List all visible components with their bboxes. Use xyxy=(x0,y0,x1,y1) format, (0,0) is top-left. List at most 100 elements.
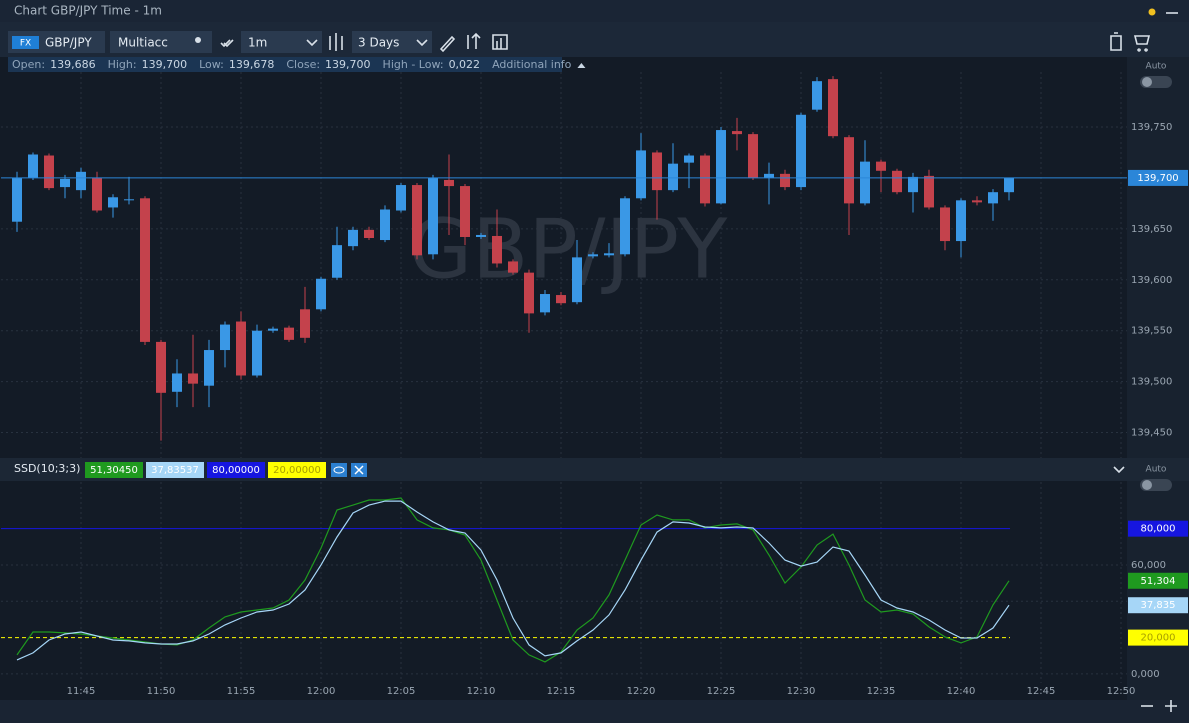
candle-body xyxy=(476,234,486,237)
candle-body xyxy=(380,209,390,241)
additional-info[interactable]: Additional info xyxy=(492,58,572,71)
timeframe-box[interactable] xyxy=(241,31,322,53)
indicator-line xyxy=(16,500,1010,661)
candle-body xyxy=(748,134,758,178)
scale-mode-label: Auto xyxy=(1146,62,1167,72)
info-value: 139,686 xyxy=(50,58,96,71)
candle-body xyxy=(28,154,38,178)
indicator-header-value: 20,00000 xyxy=(273,465,321,476)
candle-body xyxy=(732,131,742,135)
market-label: FX xyxy=(20,39,31,49)
x-tick-label: 12:20 xyxy=(627,686,656,697)
y-tick-label: 139,450 xyxy=(1131,428,1172,439)
candle-body xyxy=(188,373,198,384)
draw-icon[interactable] xyxy=(439,35,456,53)
series-axis-label-bg xyxy=(1128,572,1188,589)
candle-body xyxy=(924,175,934,208)
candle-body xyxy=(268,328,278,331)
x-tick-label: 12:50 xyxy=(1107,686,1136,697)
candle-body xyxy=(828,79,838,137)
candle-body xyxy=(716,130,726,204)
candle-body xyxy=(332,245,342,278)
collapse-button[interactable] xyxy=(1113,466,1125,474)
candle-body xyxy=(460,186,470,237)
indicator-header-value-bg xyxy=(85,462,143,478)
candle-body xyxy=(988,192,998,204)
candle-body xyxy=(508,261,518,273)
plot-group: 11:45 11:50 11:55 12:00 12:05 12:10 12:15 12:20… xyxy=(1,62,1188,697)
scale-toggle-knob xyxy=(1142,480,1152,490)
candle-body xyxy=(492,235,502,264)
candle-body xyxy=(892,170,902,193)
x-tick-label: 11:55 xyxy=(227,686,256,697)
range-box[interactable] xyxy=(352,31,432,53)
candle-body xyxy=(172,373,182,392)
x-tick-label: 11:45 xyxy=(67,686,96,697)
account-icon xyxy=(195,37,201,43)
candle-body xyxy=(620,198,630,255)
account-label: Multiacc xyxy=(118,36,168,50)
candle-body xyxy=(252,330,262,376)
candle-body xyxy=(556,295,566,304)
account-box[interactable] xyxy=(110,31,212,53)
timeframe-dropdown[interactable] xyxy=(306,39,318,47)
info-label: High - Low: xyxy=(383,58,444,71)
candles-icon[interactable] xyxy=(329,33,343,51)
chart-type-icon[interactable] xyxy=(220,39,234,48)
candle-body xyxy=(300,309,310,338)
candle-body xyxy=(940,207,950,242)
candle-body xyxy=(972,200,982,203)
series-axis-label: 37,835 xyxy=(1141,600,1176,611)
info-value: 0,022 xyxy=(449,58,481,71)
tools-icon[interactable] xyxy=(467,32,481,49)
visibility-button[interactable] xyxy=(331,463,347,477)
info-label: Low: xyxy=(199,58,224,71)
studies-icon[interactable] xyxy=(492,34,508,50)
candle-body xyxy=(652,152,662,191)
visibility-icon xyxy=(333,466,345,474)
candle-body xyxy=(780,173,790,188)
candle-body xyxy=(108,197,118,208)
candle-body xyxy=(668,163,678,191)
candle-body xyxy=(524,272,534,314)
candle-body xyxy=(156,341,166,393)
level-axis-label-bg xyxy=(1128,520,1188,537)
remove-icon xyxy=(354,465,364,475)
candle-body xyxy=(204,350,214,386)
candle-body xyxy=(284,327,294,340)
range-dropdown[interactable] xyxy=(416,39,428,47)
clipboard-icon[interactable] xyxy=(1110,32,1122,51)
indicator-title: SSD(10;3;3) xyxy=(14,462,80,475)
candle-body xyxy=(844,137,854,204)
candle-body xyxy=(12,177,22,222)
status-dot xyxy=(1148,8,1156,16)
watermark: GBP/JPY xyxy=(409,202,729,297)
additional-info-arrow xyxy=(577,63,586,68)
level-axis-label: 80,000 xyxy=(1141,524,1176,535)
x-tick-label: 11:50 xyxy=(147,686,176,697)
candle-body xyxy=(396,185,406,211)
indicator-header-value-bg xyxy=(268,462,326,478)
candle-body xyxy=(428,177,438,255)
candle-body xyxy=(684,155,694,163)
y-tick-label: 0,000 xyxy=(1131,669,1160,680)
x-tick-label: 12:05 xyxy=(387,686,416,697)
level-axis-label: 20,000 xyxy=(1141,633,1176,644)
candle-body xyxy=(124,199,134,201)
candle-body xyxy=(636,150,646,199)
x-tick-label: 12:00 xyxy=(307,686,336,697)
candle-body xyxy=(588,254,598,257)
candle-body xyxy=(412,185,422,256)
zoom-in-button[interactable] xyxy=(1165,700,1177,712)
indicator-header-value: 80,00000 xyxy=(212,465,260,476)
candle-body xyxy=(444,179,454,187)
y-tick-label: 139,750 xyxy=(1131,122,1172,133)
y-tick-label: 139,550 xyxy=(1131,326,1172,337)
x-tick-label: 12:25 xyxy=(707,686,736,697)
candle-body xyxy=(316,278,326,310)
price-axis-bg xyxy=(1127,57,1189,700)
scale-mode-label: Auto xyxy=(1146,465,1167,475)
cart-icon[interactable] xyxy=(1133,35,1151,52)
